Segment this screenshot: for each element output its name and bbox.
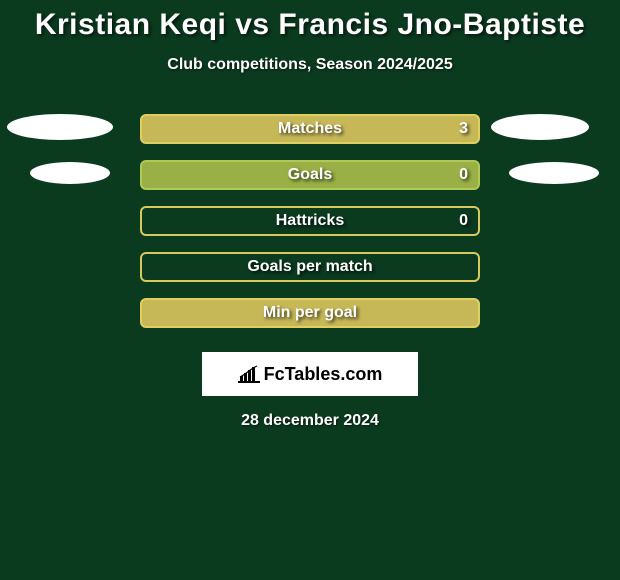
stat-row: Hattricks0	[0, 206, 620, 252]
stat-label: Goals per match	[140, 252, 480, 282]
stat-label: Matches	[140, 114, 480, 144]
date-text: 28 december 2024	[0, 412, 620, 430]
stat-value: 0	[459, 206, 468, 236]
stats-rows: Matches3Goals0Hattricks0Goals per matchM…	[0, 114, 620, 344]
logo-text: FcTables.com	[264, 364, 383, 385]
logo: FcTables.com	[238, 364, 383, 385]
stat-row: Goals0	[0, 160, 620, 206]
right-ellipse	[509, 162, 599, 184]
stat-label: Min per goal	[140, 298, 480, 328]
logo-box: FcTables.com	[202, 352, 418, 396]
stat-row: Matches3	[0, 114, 620, 160]
subtitle: Club competitions, Season 2024/2025	[0, 56, 620, 74]
page-title: Kristian Keqi vs Francis Jno-Baptiste	[0, 0, 620, 42]
stat-row: Min per goal	[0, 298, 620, 344]
stat-label: Goals	[140, 160, 480, 190]
barchart-icon	[238, 365, 260, 383]
stat-label: Hattricks	[140, 206, 480, 236]
stat-row: Goals per match	[0, 252, 620, 298]
stat-value: 0	[459, 160, 468, 190]
left-ellipse	[30, 162, 110, 184]
stat-value: 3	[459, 114, 468, 144]
right-ellipse	[491, 114, 589, 140]
left-ellipse	[7, 114, 113, 140]
